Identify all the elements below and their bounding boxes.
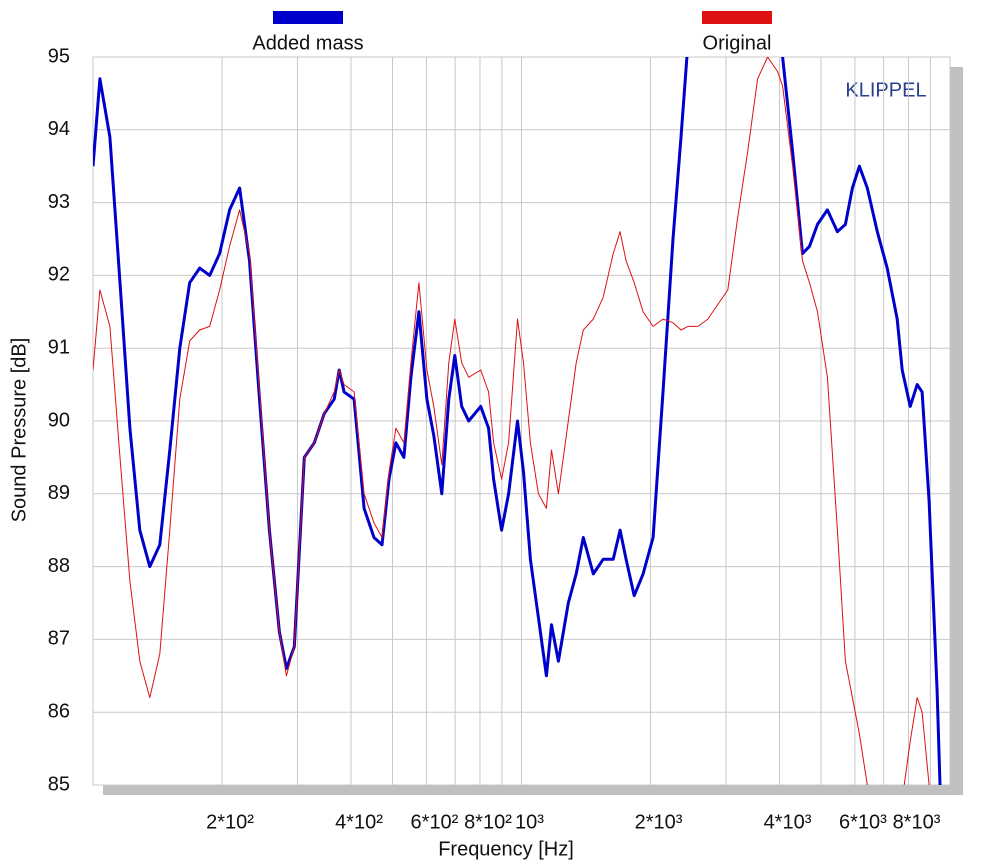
y-tick-label: 89 xyxy=(48,482,70,504)
x-tick-label: 4*10³ xyxy=(764,811,812,833)
x-tick-label: 6*10³ xyxy=(839,811,887,833)
y-tick-label: 85 xyxy=(48,773,70,795)
y-tick-label: 87 xyxy=(48,628,70,650)
x-tick-label: 8*10³ xyxy=(893,811,941,833)
y-tick-label: 86 xyxy=(48,700,70,722)
y-tick-label: 88 xyxy=(48,555,70,577)
y-tick-label: 90 xyxy=(48,409,70,431)
legend-label: Original xyxy=(703,32,772,54)
y-tick-label: 93 xyxy=(48,191,70,213)
y-tick-label: 91 xyxy=(48,336,70,358)
legend-swatch xyxy=(702,11,772,24)
x-axis-label: Frequency [Hz] xyxy=(438,838,574,860)
y-tick-label: 94 xyxy=(48,118,70,140)
y-axis-label: Sound Pressure [dB] xyxy=(8,338,30,523)
x-tick-label: 10³ xyxy=(515,811,544,833)
x-tick-label: 4*10² xyxy=(335,811,383,833)
x-tick-label: 8*10² xyxy=(464,811,512,833)
annotation: KLIPPEL xyxy=(845,79,926,101)
series-line xyxy=(93,57,942,785)
x-tick-label: 2*10² xyxy=(206,811,254,833)
legend-label: Added mass xyxy=(252,32,363,54)
legend-swatch xyxy=(273,11,343,24)
y-tick-label: 95 xyxy=(48,45,70,67)
series-line xyxy=(93,57,930,785)
plot-lines xyxy=(93,57,942,785)
x-tick-label: 2*10³ xyxy=(635,811,683,833)
y-tick-label: 92 xyxy=(48,264,70,286)
x-tick-label: 6*10² xyxy=(411,811,459,833)
